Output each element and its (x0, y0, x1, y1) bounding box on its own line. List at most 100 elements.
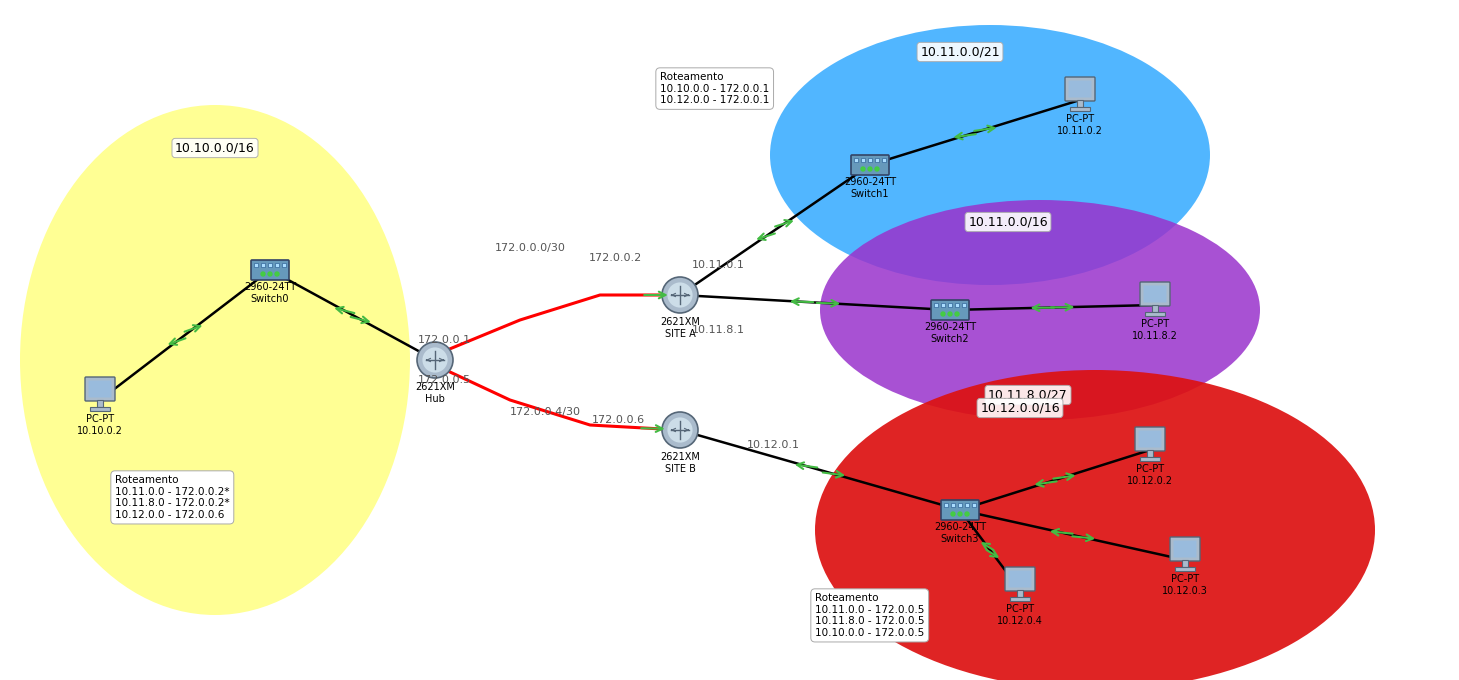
Bar (861, 158, 865, 162)
Text: 10.11.0.0/21: 10.11.0.0/21 (921, 46, 999, 58)
Text: 2960-24TT
Switch0: 2960-24TT Switch0 (244, 282, 296, 303)
Text: 172.0.0.2: 172.0.0.2 (588, 253, 642, 263)
Circle shape (948, 312, 953, 316)
Text: 10.12.0.1: 10.12.0.1 (747, 440, 800, 450)
Circle shape (861, 167, 865, 171)
FancyBboxPatch shape (1065, 77, 1096, 101)
Bar (883, 158, 886, 162)
Bar (951, 503, 956, 507)
Ellipse shape (770, 25, 1210, 285)
Text: 172.0.0.0/30: 172.0.0.0/30 (495, 243, 566, 253)
Bar (261, 263, 266, 267)
FancyBboxPatch shape (1170, 537, 1199, 561)
Bar (875, 158, 878, 162)
Bar (964, 503, 969, 507)
Circle shape (662, 412, 697, 448)
Bar (1147, 450, 1153, 457)
FancyBboxPatch shape (1008, 571, 1032, 588)
Text: PC-PT
10.11.8.2: PC-PT 10.11.8.2 (1132, 319, 1177, 341)
Text: 10.11.0.1: 10.11.0.1 (692, 260, 744, 270)
Text: Roteamento
10.10.0.0 - 172.0.0.1
10.12.0.0 - 172.0.0.1: Roteamento 10.10.0.0 - 172.0.0.1 10.12.0… (659, 72, 769, 105)
Circle shape (667, 282, 693, 307)
FancyBboxPatch shape (89, 381, 111, 398)
Bar (959, 503, 961, 507)
Circle shape (423, 347, 448, 373)
Bar (282, 263, 286, 267)
Text: 2960-24TT
Switch2: 2960-24TT Switch2 (924, 322, 976, 343)
Bar (1145, 312, 1164, 316)
Text: PC-PT
10.12.0.3: PC-PT 10.12.0.3 (1161, 574, 1208, 596)
Text: PC-PT
10.11.0.2: PC-PT 10.11.0.2 (1058, 114, 1103, 135)
Bar (868, 158, 872, 162)
FancyBboxPatch shape (1173, 541, 1196, 558)
Bar (1077, 100, 1083, 107)
FancyBboxPatch shape (931, 300, 969, 320)
Text: 172.0.0.6: 172.0.0.6 (591, 415, 645, 425)
Circle shape (959, 512, 961, 516)
Text: 2960-24TT
Switch3: 2960-24TT Switch3 (934, 522, 986, 543)
FancyBboxPatch shape (251, 260, 289, 280)
FancyBboxPatch shape (941, 500, 979, 520)
Text: 2621XM
Hub: 2621XM Hub (414, 382, 455, 404)
Bar (1174, 567, 1195, 571)
Text: 10.10.0.0/16: 10.10.0.0/16 (175, 141, 255, 154)
Ellipse shape (816, 370, 1374, 680)
Bar (854, 158, 858, 162)
Text: 10.12.0.0/16: 10.12.0.0/16 (980, 401, 1059, 415)
Circle shape (417, 342, 452, 378)
FancyBboxPatch shape (1138, 430, 1161, 447)
Bar (254, 263, 258, 267)
Circle shape (261, 272, 266, 276)
Text: 172.0.0.4/30: 172.0.0.4/30 (509, 407, 581, 417)
Circle shape (956, 312, 959, 316)
Bar (944, 503, 948, 507)
Bar (934, 303, 938, 307)
Ellipse shape (20, 105, 410, 615)
Circle shape (662, 277, 697, 313)
Circle shape (964, 512, 969, 516)
Text: PC-PT
10.12.0.2: PC-PT 10.12.0.2 (1126, 464, 1173, 486)
Text: PC-PT
10.12.0.4: PC-PT 10.12.0.4 (996, 604, 1043, 626)
Bar (1182, 560, 1188, 567)
Bar (941, 303, 945, 307)
Circle shape (268, 272, 271, 276)
Circle shape (274, 272, 279, 276)
FancyBboxPatch shape (1144, 286, 1167, 303)
Text: Roteamento
10.11.0.0 - 172.0.0.2*
10.11.8.0 - 172.0.0.2*
10.12.0.0 - 172.0.0.6: Roteamento 10.11.0.0 - 172.0.0.2* 10.11.… (115, 475, 229, 520)
Bar (1139, 457, 1160, 461)
Text: 172.0.0.5: 172.0.0.5 (417, 375, 471, 385)
Bar (96, 400, 104, 407)
Bar (1069, 107, 1090, 111)
Text: 172.0.0.1: 172.0.0.1 (417, 335, 471, 345)
FancyBboxPatch shape (85, 377, 115, 401)
Bar (1010, 597, 1030, 601)
Circle shape (667, 418, 693, 443)
Bar (972, 503, 976, 507)
FancyBboxPatch shape (1139, 282, 1170, 306)
Circle shape (868, 167, 872, 171)
Text: 2621XM
SITE B: 2621XM SITE B (659, 452, 700, 473)
FancyBboxPatch shape (851, 155, 889, 175)
Bar (961, 303, 966, 307)
Circle shape (951, 512, 956, 516)
Text: 10.11.8.1: 10.11.8.1 (692, 325, 744, 335)
Bar (956, 303, 959, 307)
Bar (1017, 590, 1023, 597)
Bar (274, 263, 279, 267)
Text: 2621XM
SITE A: 2621XM SITE A (659, 317, 700, 339)
FancyBboxPatch shape (1135, 427, 1164, 451)
FancyBboxPatch shape (1068, 80, 1091, 97)
Circle shape (941, 312, 945, 316)
Ellipse shape (820, 200, 1261, 420)
Text: Roteamento
10.11.0.0 - 172.0.0.5
10.11.8.0 - 172.0.0.5
10.10.0.0 - 172.0.0.5: Roteamento 10.11.0.0 - 172.0.0.5 10.11.8… (816, 593, 925, 638)
Bar (268, 263, 271, 267)
Text: 10.11.8.0/27: 10.11.8.0/27 (988, 388, 1068, 401)
Bar (1153, 305, 1158, 312)
Bar (90, 407, 109, 411)
FancyBboxPatch shape (1005, 567, 1034, 591)
Bar (948, 303, 953, 307)
Circle shape (875, 167, 878, 171)
Text: PC-PT
10.10.0.2: PC-PT 10.10.0.2 (77, 414, 123, 436)
Text: 2960-24TT
Switch1: 2960-24TT Switch1 (843, 177, 896, 199)
Text: 10.11.0.0/16: 10.11.0.0/16 (969, 216, 1048, 228)
